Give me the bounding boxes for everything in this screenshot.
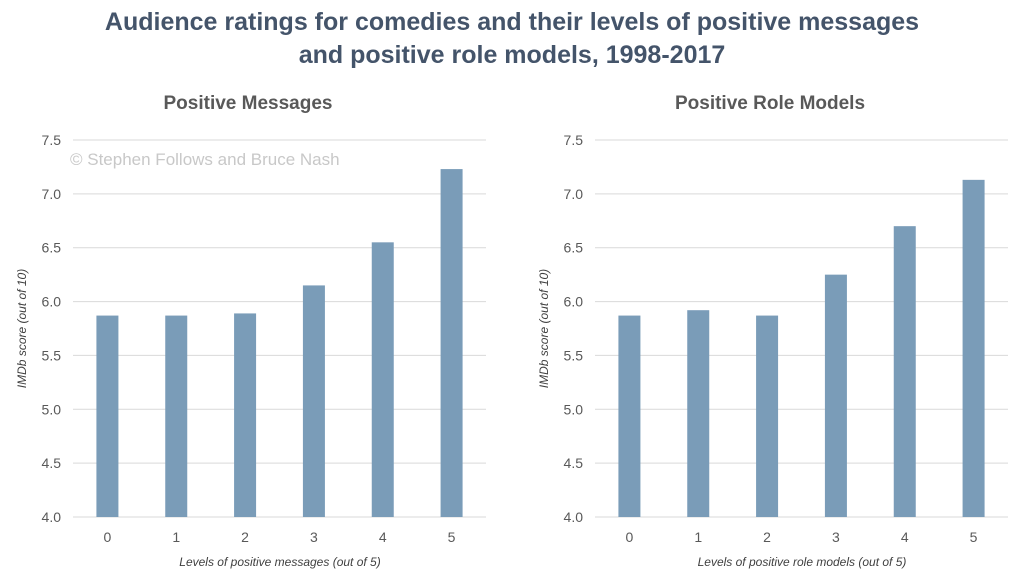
y-tick-label: 7.0 (42, 186, 62, 202)
bar-5 (962, 179, 985, 517)
x-tick-label: 0 (626, 529, 634, 545)
y-tick-label: 7.5 (564, 132, 584, 148)
y-tick-label: 4.5 (42, 455, 62, 471)
x-tick-label: 3 (310, 529, 318, 545)
y-tick-label: 6.5 (564, 240, 584, 256)
x-tick-label: 1 (694, 529, 702, 545)
chart-subtitle: Positive Role Models (675, 93, 865, 114)
title-line-2: and positive role models, 1998-2017 (298, 41, 726, 69)
bar-1 (165, 315, 188, 517)
y-tick-label: 7.5 (42, 132, 62, 148)
bar-2 (756, 315, 779, 517)
chart-subtitle: Positive Messages (164, 93, 333, 114)
y-tick-label: 5.0 (42, 401, 62, 417)
bar-4 (893, 226, 916, 517)
title-line-1: Audience ratings for comedies and their … (104, 8, 920, 36)
y-tick-label: 4.5 (564, 455, 584, 471)
chart-panel-2: Positive Role Models 4.0 4.5 5.0 5.5 6.0 6.5 7.… (537, 93, 1008, 569)
x-tick-label: 4 (379, 529, 387, 545)
x-tick-label: 5 (970, 529, 978, 545)
bar-3 (302, 285, 325, 517)
x-tick-label: 2 (241, 529, 249, 545)
bar-0 (96, 315, 119, 517)
y-tick-label: 4.0 (42, 509, 62, 525)
x-tick-label: 1 (172, 529, 180, 545)
y-tick-label: 6.0 (42, 294, 62, 310)
x-tick-label: 4 (901, 529, 909, 545)
chart-panel-1: Positive Messages 4.0 4.5 5.0 5.5 6.0 6.5 7.0 7.… (15, 93, 486, 569)
x-axis-label: Levels of positive messages (out of 5) (179, 555, 380, 569)
y-tick-label: 5.0 (564, 401, 584, 417)
y-tick-label: 6.0 (564, 294, 584, 310)
bar-5 (440, 169, 463, 517)
y-axis-label: IMDb score (out of 10) (537, 269, 551, 388)
bar-4 (371, 242, 394, 518)
y-tick-label: 5.5 (564, 347, 584, 363)
y-tick-label: 6.5 (42, 240, 62, 256)
x-axis-label: Levels of positive role models (out of 5… (698, 555, 907, 569)
bar-2 (234, 313, 257, 517)
y-tick-label: 5.5 (42, 347, 62, 363)
x-tick-label: 5 (448, 529, 456, 545)
x-tick-label: 0 (104, 529, 112, 545)
watermark-text: © Stephen Follows and Bruce Nash (70, 150, 340, 169)
y-axis-label: IMDb score (out of 10) (15, 269, 29, 388)
bar-1 (687, 310, 710, 517)
y-tick-label: 7.0 (564, 186, 584, 202)
bar-0 (618, 315, 641, 517)
y-tick-label: 4.0 (564, 509, 584, 525)
bar-3 (824, 274, 847, 517)
x-tick-label: 3 (832, 529, 840, 545)
chart-title: Audience ratings for comedies and their … (0, 6, 1024, 72)
x-tick-label: 2 (763, 529, 771, 545)
